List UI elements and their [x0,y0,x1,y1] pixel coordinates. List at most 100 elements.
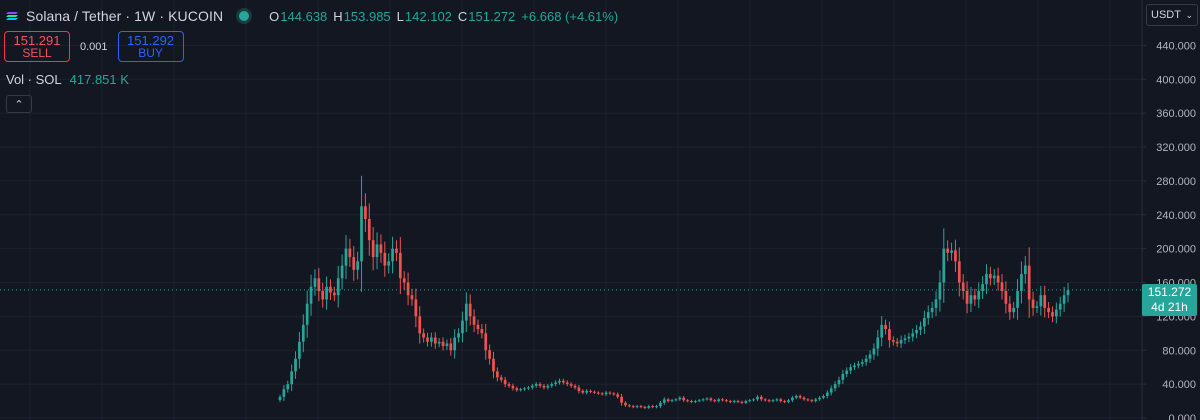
candle-down [767,400,771,402]
candle-down [472,316,476,325]
candle-down [895,341,899,344]
candle-up [849,367,852,371]
candle-up [309,286,313,304]
currency-select[interactable]: USDT ⌄ [1146,4,1198,26]
candle-down [383,252,387,266]
candle-down [468,303,472,317]
candle-down [367,219,371,241]
candle-up [794,395,798,398]
y-tick-label: 80.000 [1162,345,1196,357]
candle-down [965,290,969,304]
candle-up [732,401,736,403]
candle-down [798,395,802,398]
volume-legend[interactable]: Vol · SOL 417.851 K [6,72,129,87]
collapse-legend-button[interactable]: ⌃ [6,95,32,113]
candle-down [1000,282,1004,291]
candle-down [1008,303,1012,313]
candle-up [1066,290,1070,296]
candle-down [538,384,542,386]
candle-down [1051,312,1054,317]
candle-up [717,399,720,402]
candle-down [511,385,515,389]
candle-down [631,406,635,408]
market-status-icon[interactable] [239,11,250,21]
candle-down [449,343,453,351]
buy-button[interactable]: 151.292 BUY [117,31,184,62]
symbol-title[interactable]: Solana / Tether · 1W · KUCOIN [26,8,224,24]
chevron-up-icon: ⌃ [14,98,24,111]
candle-up [604,392,608,395]
candle-down [666,399,670,402]
candle-down [682,397,686,401]
candle-up [325,286,328,300]
chart-header: Solana / Tether · 1W · KUCOIN O144.638 H… [6,6,618,26]
candle-up [868,354,872,359]
candle-up [981,284,984,291]
candle-down [596,392,600,394]
candle-up [930,307,934,313]
candle-down [496,371,499,378]
ohlc-high: H153.985 [333,8,391,24]
candle-down [329,286,332,293]
candle-down [352,257,356,270]
candle-up [457,333,460,338]
candle-up [791,397,794,401]
candle-down [690,401,693,403]
candle-down [973,295,977,300]
candle-up [647,406,651,408]
y-tick-label: 240.000 [1156,210,1196,222]
sell-button[interactable]: 151.291 SELL [4,31,70,62]
volume-label: Vol · SOL [6,72,62,87]
candle-up [286,384,290,390]
candle-up [430,337,433,342]
candle-down [891,340,895,342]
candle-up [670,400,674,402]
candle-up [635,406,639,408]
candle-up [872,348,876,355]
candle-up [992,275,996,279]
candle-up [1039,295,1043,307]
candle-down [957,261,961,283]
candles [278,175,1070,410]
candle-up [437,341,441,344]
candle-down [721,399,724,401]
candle-down [573,385,577,388]
current-price-label: 151.272 4d 21h [1142,284,1197,316]
candle-down [507,384,511,386]
candle-up [911,333,915,337]
candle-up [822,395,825,398]
candle-down [736,401,740,403]
candle-down [321,290,325,300]
buy-price: 151.292 [127,32,175,48]
candle-down [600,393,604,395]
candle-up [942,248,946,283]
candle-down [418,316,422,334]
candle-down [406,282,410,296]
candle-up [282,389,286,397]
ohlc-close: C151.272 [457,8,516,24]
chevron-down-icon: ⌄ [1185,9,1193,20]
candle-up [298,341,301,359]
ohlc-low: L142.102 [396,8,452,24]
trade-panel: 151.291 SELL 0.001 151.292 BUY [4,31,184,62]
candle-up [554,382,557,385]
candle-down [725,400,728,402]
candle-up [558,380,561,383]
y-tick-label: 40.000 [1162,379,1196,391]
candle-up [662,399,666,403]
candle-up [340,265,344,279]
candle-down [996,275,1000,283]
chart-grid [0,0,1142,420]
candle-down [395,248,398,253]
candle-up [903,338,907,341]
candle-up [880,324,884,338]
candle-down [589,390,592,392]
candle-down [441,341,445,347]
candle-up [899,340,903,344]
candle-down [779,399,783,402]
spread-value: 0.001 [80,40,108,53]
candle-up [1012,307,1016,313]
candle-up [550,384,554,386]
candle-up [841,373,845,380]
